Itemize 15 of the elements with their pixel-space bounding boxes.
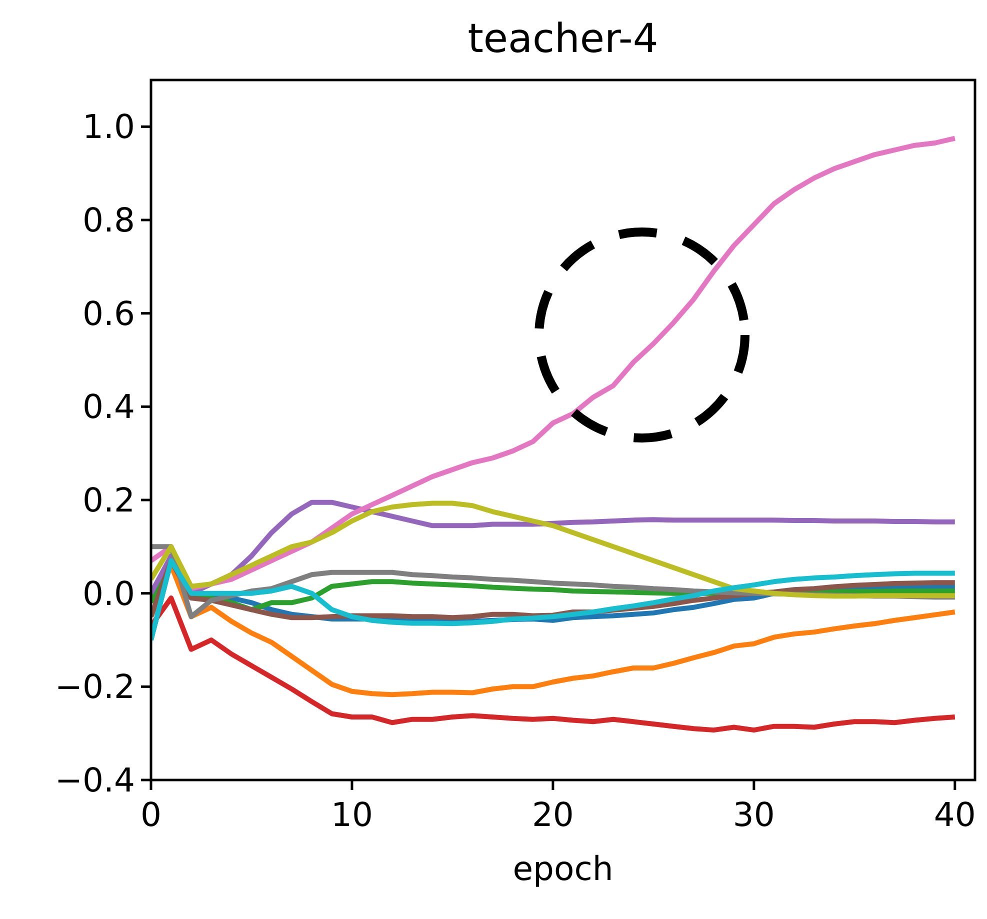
y-tick-label: −0.4 [54,760,135,800]
y-tick-label: 0.8 [82,200,135,240]
x-tick-label: 0 [140,795,162,834]
x-tick-label: 10 [330,795,373,834]
y-tick-label: 0.4 [82,387,135,426]
chart-title: teacher-4 [468,16,658,62]
y-tick-label: 0.6 [82,294,135,333]
y-tick-label: 1.0 [82,107,135,146]
y-tick-label: 0.0 [82,574,135,613]
y-tick-label: 0.2 [82,480,135,520]
x-tick-label: 40 [934,795,976,834]
x-axis-title: epoch [512,849,614,888]
x-tick-label: 30 [732,795,775,834]
y-tick-label: −0.2 [54,667,135,706]
x-tick-label: 20 [532,795,574,834]
